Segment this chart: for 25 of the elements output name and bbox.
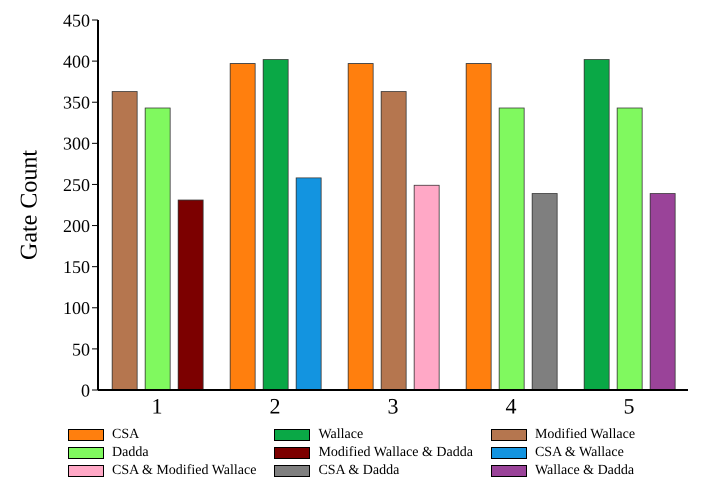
- y-tick-label: 0: [81, 380, 90, 400]
- legend-label: Modified Wallace: [534, 426, 636, 444]
- y-tick-label: 100: [63, 298, 90, 318]
- y-tick-label: 450: [63, 10, 90, 30]
- y-tick-label: 150: [63, 257, 90, 278]
- x-tick-label: 4: [506, 394, 516, 419]
- legend-label: Wallace & Dadda: [534, 462, 634, 480]
- x-tick-label: 5: [624, 394, 634, 419]
- legend-label: Modified Wallace & Dadda: [318, 444, 473, 462]
- y-tick-label: 350: [63, 92, 90, 113]
- legend-label: Dadda: [112, 444, 149, 462]
- y-tick-label: 400: [63, 52, 90, 72]
- y-axis-title: Gate Count: [16, 150, 43, 260]
- legend-label: CSA & Dadda: [318, 462, 400, 480]
- x-tick-label: 3: [388, 394, 398, 419]
- y-tick-label: 50: [72, 339, 90, 360]
- legend-label: CSA & Modified Wallace: [112, 462, 256, 480]
- legend-label: CSA & Wallace: [534, 444, 624, 462]
- legend-label: Wallace: [318, 426, 364, 444]
- y-tick-label: 250: [63, 174, 90, 195]
- x-tick-label: 1: [152, 394, 162, 419]
- y-tick-label: 200: [63, 216, 90, 236]
- x-tick-label: 2: [270, 394, 280, 419]
- legend-label: CSA: [112, 426, 140, 444]
- y-tick-label: 300: [63, 134, 90, 154]
